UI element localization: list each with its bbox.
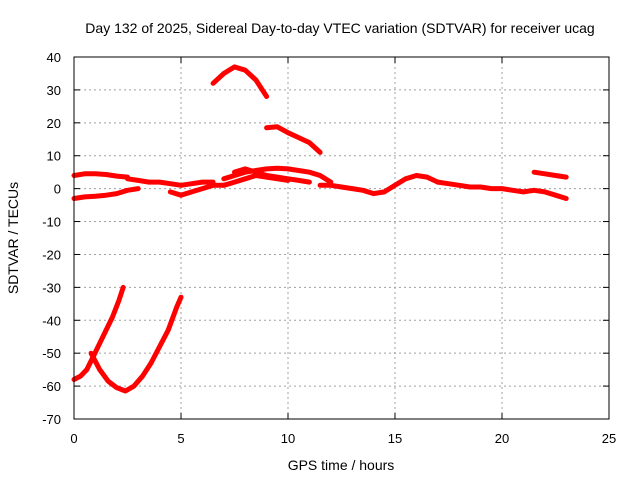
y-axis-ticks: 40 30 20 10 0 -10 -20 -30 -40 -50 -60 -70 (42, 50, 609, 427)
y-tick-label: 40 (47, 50, 61, 65)
x-tick-label: 25 (602, 431, 616, 446)
y-tick-label: -10 (42, 215, 61, 230)
x-tick-label: 5 (177, 431, 184, 446)
series-track-10 (531, 169, 569, 180)
data-series (71, 64, 569, 394)
series-track-14 (88, 294, 184, 394)
series-track-09 (435, 179, 569, 201)
series-track-05 (221, 165, 334, 185)
y-tick-label: -40 (42, 313, 61, 328)
series-track-07 (232, 166, 312, 185)
grid-lines (74, 57, 609, 419)
series-track-04 (167, 182, 227, 198)
x-tick-label: 15 (388, 431, 402, 446)
plot-frame (73, 56, 610, 420)
series-track-02 (125, 176, 216, 188)
series-track-08 (317, 173, 441, 197)
y-tick-label: 30 (47, 83, 61, 98)
series-track-11 (210, 64, 270, 99)
x-tick-label: 20 (495, 431, 509, 446)
y-tick-label: 0 (54, 182, 61, 197)
series-track-12 (264, 124, 323, 155)
y-tick-label: 20 (47, 116, 61, 131)
y-tick-label: -50 (42, 346, 61, 361)
y-tick-label: 10 (47, 149, 61, 164)
y-tick-label: -60 (42, 379, 61, 394)
x-axis-label: GPS time / hours (288, 457, 395, 473)
series-track-03 (71, 186, 141, 201)
chart-title: Day 132 of 2025, Sidereal Day-to-day VTE… (85, 20, 594, 36)
x-tick-label: 10 (281, 431, 295, 446)
series-track-01 (71, 171, 130, 180)
x-axis-ticks: 0 5 10 15 20 25 (70, 57, 616, 446)
series-track-13 (71, 284, 126, 382)
x-tick-label: 0 (70, 431, 77, 446)
y-axis-label: SDTVAR / TECUs (5, 182, 21, 294)
y-tick-label: -30 (42, 280, 61, 295)
y-tick-label: -70 (42, 412, 61, 427)
y-tick-label: -20 (42, 247, 61, 262)
